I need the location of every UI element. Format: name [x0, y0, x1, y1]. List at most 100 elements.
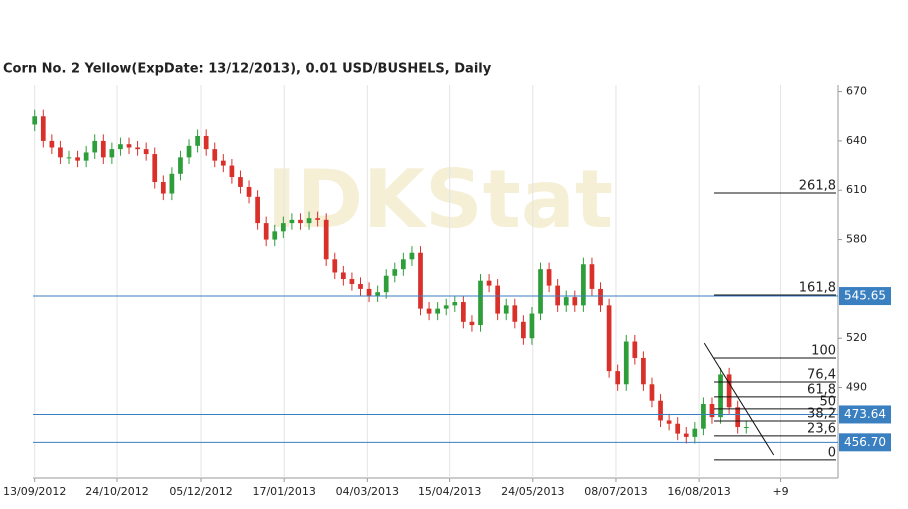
candle-body: [615, 371, 621, 385]
fib-label: 76,4: [807, 368, 836, 383]
candle-body: [383, 275, 389, 293]
price-label: 473.64: [844, 407, 886, 421]
candle-body: [632, 341, 638, 358]
candle-body: [246, 186, 252, 197]
candle-body: [649, 384, 655, 401]
candle-body: [263, 223, 269, 240]
candle-body: [675, 423, 681, 434]
candle-body: [426, 308, 432, 314]
candle-body: [495, 285, 501, 314]
x-tick-label: 24/05/2013: [501, 485, 564, 498]
candle-body: [332, 259, 338, 273]
price-label-box: [839, 433, 891, 452]
fib-label: 50: [819, 394, 836, 409]
candle-body: [220, 160, 226, 166]
candle-body: [238, 177, 243, 187]
candle-body: [546, 269, 552, 286]
candle-body: [118, 144, 123, 150]
fib-label: 23,6: [807, 421, 836, 436]
candle-body: [709, 404, 715, 418]
candle-body: [160, 182, 166, 194]
chart-title: Corn No. 2 Yellow(ExpDate: 13/12/2013), …: [3, 62, 492, 77]
x-tick-label: 08/07/2013: [584, 485, 647, 498]
candle-body: [452, 302, 458, 306]
x-tick-label: 24/10/2012: [85, 485, 148, 498]
fib-label: 100: [811, 343, 836, 358]
candle-body: [75, 157, 80, 161]
candle-body: [289, 219, 295, 224]
x-tick-label: 17/01/2013: [252, 485, 315, 498]
candle-body: [298, 219, 303, 224]
y-tick-label: 520: [846, 331, 867, 344]
x-tick-label: 15/04/2013: [418, 485, 481, 498]
candle-body: [306, 218, 312, 224]
candle-body: [272, 231, 278, 240]
y-tick-label: 640: [846, 134, 867, 147]
candle-body: [503, 305, 509, 314]
candle-body: [478, 280, 483, 326]
candle-body: [58, 147, 63, 158]
candle-body: [572, 297, 578, 306]
candle-body: [135, 147, 140, 150]
candle-body: [280, 223, 286, 232]
price-label: 456.70: [844, 435, 886, 449]
x-tick-label: 05/12/2012: [169, 485, 232, 498]
candle-body: [726, 374, 732, 408]
candle-body: [469, 321, 475, 326]
candle-body: [66, 157, 72, 159]
y-tick-label: 670: [846, 85, 867, 98]
candle-body: [529, 313, 535, 339]
candle-body: [109, 149, 115, 158]
candle-body: [212, 149, 218, 161]
candle-body: [83, 152, 89, 161]
candle-body: [743, 427, 749, 429]
candle-body: [229, 165, 235, 178]
candle-body: [521, 321, 526, 339]
candle-body: [581, 264, 586, 306]
candle-body: [409, 252, 415, 260]
candle-body: [461, 302, 466, 322]
candle-body: [443, 305, 449, 309]
fib-label: 261,8: [799, 179, 836, 194]
candle-body: [358, 283, 363, 289]
candle-body: [666, 420, 672, 424]
candle-body: [143, 149, 149, 155]
candle-body: [349, 279, 355, 284]
candle-body: [555, 285, 561, 306]
candle-body: [683, 433, 689, 437]
candle-body: [735, 407, 741, 428]
price-label: 545.65: [844, 289, 886, 303]
candle-body: [323, 219, 329, 260]
candle-body: [606, 305, 612, 372]
candle-body: [538, 269, 543, 314]
y-tick-label: 610: [846, 183, 867, 196]
candle-body: [255, 196, 260, 224]
candle-body: [512, 305, 518, 322]
y-tick-label: 490: [846, 381, 867, 394]
candle-body: [152, 154, 158, 183]
candle-body: [598, 288, 603, 306]
x-tick-label: 16/08/2013: [667, 485, 730, 498]
candle-body: [366, 288, 372, 296]
candle-body: [32, 116, 38, 125]
candle-body: [435, 308, 441, 314]
candle-body: [178, 157, 183, 174]
candle-body: [195, 135, 200, 146]
candle-body: [623, 341, 629, 385]
candle-body: [392, 269, 398, 276]
candle-body: [658, 400, 663, 421]
trendline: [703, 342, 775, 456]
candle-body: [315, 218, 320, 220]
fib-label: 161,8: [799, 280, 836, 295]
candle-body: [126, 144, 132, 148]
y-tick-label: 580: [846, 233, 867, 246]
x-tick-label: +9: [772, 485, 788, 498]
candle-body: [340, 272, 346, 280]
fib-label: 0: [828, 445, 836, 460]
candle-body: [375, 292, 380, 296]
candle-body: [92, 140, 98, 153]
x-tick-label: 13/09/2012: [3, 485, 66, 498]
price-label-box: [839, 287, 891, 306]
candle-body: [418, 252, 423, 309]
